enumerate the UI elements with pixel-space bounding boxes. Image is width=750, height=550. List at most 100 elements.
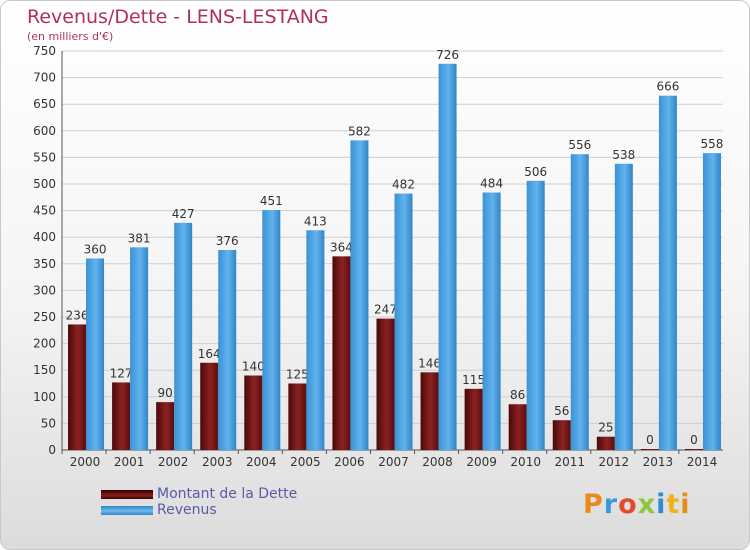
revenus-bar [526, 180, 545, 451]
x-tick-label: 2012 [599, 455, 630, 469]
revenus-data-label: 413 [304, 214, 327, 228]
x-tick-label: 2004 [246, 455, 277, 469]
dette-bar [508, 404, 527, 450]
legend-swatch-revenus [101, 506, 153, 515]
revenus-bar [218, 249, 237, 450]
dette-bar [288, 383, 307, 450]
revenus-bar [350, 140, 369, 450]
dette-data-label: 146 [418, 356, 441, 370]
x-tick-label: 2007 [378, 455, 409, 469]
y-tick-label: 0 [48, 443, 56, 457]
dette-bar [156, 402, 175, 450]
y-tick-label: 750 [33, 44, 56, 58]
x-tick-label: 2001 [114, 455, 145, 469]
dette-data-label: 115 [462, 373, 485, 387]
dette-data-label: 125 [286, 368, 309, 382]
revenus-data-label: 484 [480, 177, 503, 191]
y-tick-label: 350 [33, 257, 56, 271]
revenus-bar [570, 154, 589, 450]
y-tick-label: 400 [33, 230, 56, 244]
revenus-data-label: 451 [260, 194, 283, 208]
dette-bar [200, 362, 219, 450]
legend-label-revenus: Revenus [157, 502, 217, 518]
dette-data-label: 86 [510, 388, 525, 402]
revenus-data-label: 482 [392, 178, 415, 192]
chart-subtitle: (en milliers d'€) [27, 30, 114, 43]
revenus-data-label: 582 [348, 124, 371, 138]
dette-bar [68, 324, 87, 450]
dette-bar [112, 382, 131, 450]
dette-bar [596, 436, 615, 450]
dette-data-label: 0 [646, 433, 654, 447]
dette-data-label: 247 [374, 303, 397, 317]
x-tick-label: 2009 [466, 455, 497, 469]
revenus-bar [262, 210, 281, 450]
dette-data-label: 0 [690, 433, 698, 447]
x-tick-label: 2010 [510, 455, 541, 469]
y-tick-label: 500 [33, 177, 56, 191]
revenus-data-label: 556 [568, 138, 591, 152]
legend-label-dette: Montant de la Dette [157, 486, 298, 502]
dette-bar [464, 388, 483, 450]
x-tick-label: 2002 [158, 455, 189, 469]
revenus-data-label: 427 [172, 207, 195, 221]
revenus-bar [306, 230, 325, 450]
revenus-bar [86, 258, 105, 450]
revenus-data-label: 726 [436, 48, 459, 62]
legend-swatch-dette [101, 490, 153, 499]
x-tick-label: 2006 [334, 455, 365, 469]
revenus-bar [658, 95, 677, 451]
revenus-bar [702, 153, 721, 451]
dette-data-label: 127 [110, 366, 133, 380]
y-tick-label: 150 [33, 363, 56, 377]
revenus-bar [130, 247, 149, 450]
revenus-data-label: 506 [524, 165, 547, 179]
y-tick-label: 450 [33, 204, 56, 218]
y-tick-label: 300 [33, 283, 56, 297]
y-tick-label: 250 [33, 310, 56, 324]
revenus-bar [394, 193, 413, 451]
revenus-bar [438, 63, 457, 450]
revenus-bar [482, 192, 501, 450]
x-tick-label: 2000 [70, 455, 101, 469]
y-tick-label: 700 [33, 71, 56, 85]
x-tick-label: 2013 [643, 455, 674, 469]
y-tick-label: 50 [41, 416, 56, 430]
dette-data-label: 90 [158, 386, 173, 400]
dette-bar [376, 318, 395, 450]
x-tick-label: 2005 [290, 455, 321, 469]
y-tick-label: 100 [33, 390, 56, 404]
dette-data-label: 364 [330, 240, 353, 254]
dette-bar [244, 375, 263, 450]
revenus-bar [174, 222, 193, 450]
dette-data-label: 56 [554, 404, 569, 418]
dette-bar [420, 372, 439, 450]
y-tick-label: 600 [33, 124, 56, 138]
revenus-data-label: 360 [84, 242, 107, 256]
x-tick-label: 2014 [687, 455, 718, 469]
y-tick-label: 550 [33, 150, 56, 164]
revenus-bar [614, 163, 633, 450]
dette-data-label: 164 [198, 347, 221, 361]
bar-chart: 0501001502002503003504004505005506006507… [33, 44, 724, 469]
revenus-data-label: 666 [656, 80, 679, 94]
x-tick-label: 2011 [554, 455, 585, 469]
x-tick-label: 2003 [202, 455, 233, 469]
y-tick-label: 650 [33, 97, 56, 111]
x-tick-label: 2008 [422, 455, 453, 469]
revenus-data-label: 538 [612, 148, 635, 162]
y-tick-label: 200 [33, 337, 56, 351]
dette-bar [552, 420, 571, 450]
chart-title: Revenus/Dette - LENS-LESTANG [27, 6, 329, 28]
proxiti-logo: Proxiti [583, 489, 691, 520]
revenus-data-label: 558 [701, 137, 724, 151]
revenus-data-label: 381 [128, 231, 151, 245]
dette-data-label: 25 [598, 421, 613, 435]
dette-data-label: 236 [66, 308, 89, 322]
dette-bar [640, 449, 659, 450]
dette-bar [332, 256, 351, 450]
dette-bar [684, 449, 703, 450]
dette-data-label: 140 [242, 360, 265, 374]
revenus-data-label: 376 [216, 234, 239, 248]
